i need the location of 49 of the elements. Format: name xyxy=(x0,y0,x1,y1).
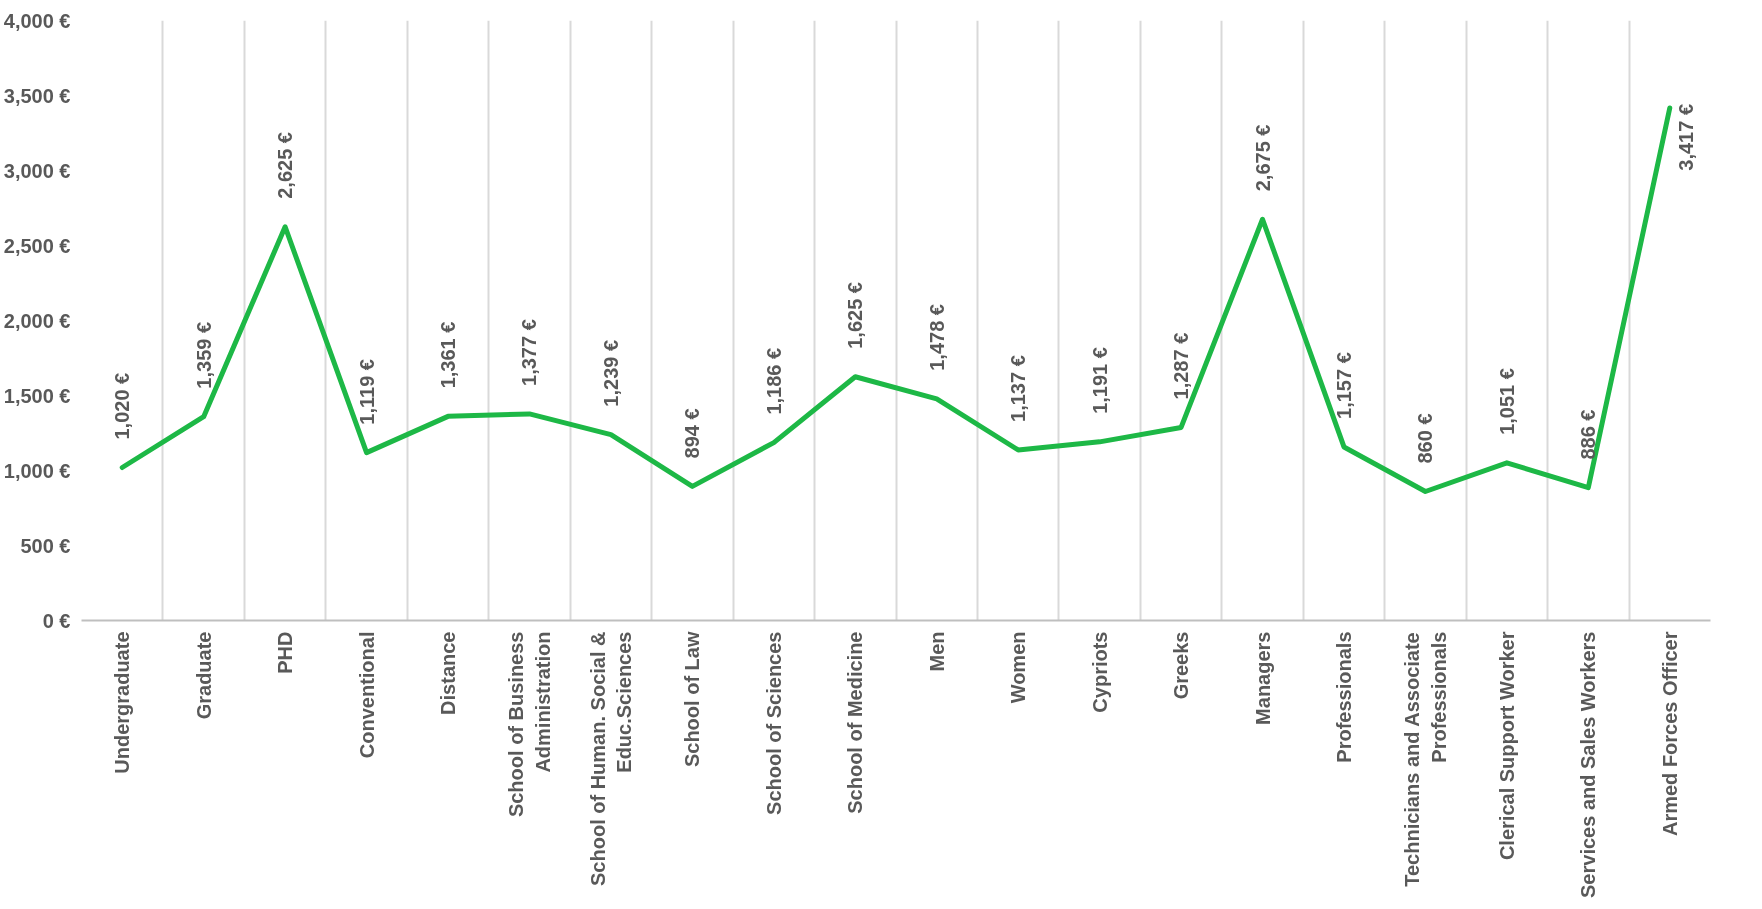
data-label: 1,119 € xyxy=(355,359,378,425)
x-tick-label: Armed Forces Officer xyxy=(1658,631,1681,837)
data-label: 1,287 € xyxy=(1170,332,1193,400)
y-tick-label: 1,000 € xyxy=(3,459,71,482)
x-tick-label: School of Sciences xyxy=(762,631,785,815)
data-label: 1,625 € xyxy=(844,282,867,349)
y-tick-label: 3,500 € xyxy=(3,84,71,107)
data-label: 1,191 € xyxy=(1088,347,1111,414)
x-tick-label: Professionals xyxy=(1332,631,1355,763)
x-tick-label: PHD xyxy=(274,631,297,674)
x-tick-label: School of Business Administration xyxy=(505,631,554,818)
data-label: 860 € xyxy=(1414,413,1437,464)
data-label: 1,361 € xyxy=(437,321,460,389)
x-tick-label: Distance xyxy=(437,631,460,715)
data-label: 1,478 € xyxy=(925,304,948,371)
x-tick-label: Men xyxy=(925,631,948,672)
data-label: 1,051 € xyxy=(1495,368,1518,435)
x-tick-label: School of Law xyxy=(681,631,704,768)
x-tick-label: School of Medicine xyxy=(844,631,867,814)
x-tick-label: Undergraduate xyxy=(111,631,134,774)
y-tick-label: 3,000 € xyxy=(3,159,71,182)
y-tick-label: 0 € xyxy=(42,609,71,632)
data-label: 894 € xyxy=(681,408,704,459)
y-tick-label: 2,000 € xyxy=(3,309,71,332)
y-tick-label: 500 € xyxy=(20,534,71,557)
data-label: 1,137 € xyxy=(1007,355,1030,422)
data-label: 1,186 € xyxy=(762,347,785,415)
y-tick-label: 4,000 € xyxy=(3,9,71,32)
x-tick-label: Graduate xyxy=(192,631,215,720)
y-tick-label: 1,500 € xyxy=(3,384,71,407)
data-label: 1,157 € xyxy=(1332,352,1355,419)
x-tick-label: Cypriots xyxy=(1088,631,1111,713)
x-tick-label: Greeks xyxy=(1170,631,1193,700)
x-tick-label: School of Human. Social & Educ.Sciences xyxy=(586,631,636,886)
x-tick-label: Conventional xyxy=(355,631,378,759)
data-label: 2,625 € xyxy=(274,132,297,199)
data-label: 1,377 € xyxy=(518,319,541,386)
x-tick-label: Clerical Support Worker xyxy=(1495,631,1518,861)
x-tick-label: Services and Sales Workers xyxy=(1577,631,1600,898)
y-tick-label: 2,500 € xyxy=(3,234,71,257)
data-label: 3,417 € xyxy=(1674,103,1697,171)
data-label: 1,239 € xyxy=(599,339,622,407)
data-label: 1,020 € xyxy=(111,372,134,440)
x-tick-label: Managers xyxy=(1251,631,1274,725)
x-tick-label: Women xyxy=(1007,631,1030,704)
x-tick-label: Technicians and Associate Professionals xyxy=(1401,631,1450,887)
data-label: 1,359 € xyxy=(192,321,215,389)
data-label: 886 € xyxy=(1577,409,1600,460)
data-label: 2,675 € xyxy=(1251,124,1274,192)
